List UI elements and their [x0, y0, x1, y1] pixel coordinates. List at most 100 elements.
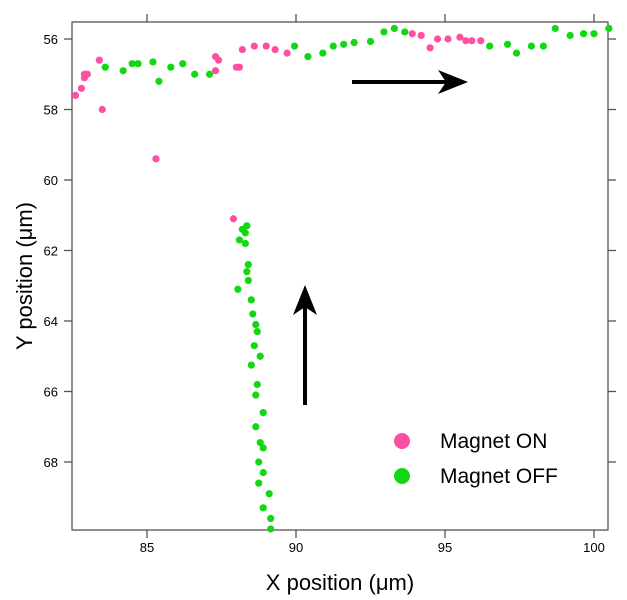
point-magnet-off	[247, 361, 255, 369]
point-magnet-off	[253, 327, 261, 336]
point-magnet-off	[340, 40, 348, 48]
point-magnet-off	[579, 30, 588, 38]
point-magnet-off	[244, 276, 252, 285]
x-axis-label: X position (μm)	[266, 570, 414, 595]
point-magnet-off	[191, 70, 199, 78]
point-magnet-off	[566, 31, 574, 40]
point-magnet-off	[252, 423, 260, 431]
point-magnet-off	[149, 58, 157, 66]
arrow-up-annotation	[293, 285, 317, 405]
legend-label-on: Magnet ON	[440, 430, 547, 453]
point-magnet-off	[527, 42, 536, 50]
point-magnet-on	[456, 33, 464, 41]
x-tick-label: 85	[140, 540, 154, 555]
y-tick-label: 56	[44, 32, 58, 47]
point-magnet-off	[253, 380, 261, 389]
point-magnet-on	[462, 37, 470, 45]
point-magnet-off	[350, 38, 358, 47]
legend-marker-off	[394, 468, 410, 484]
point-magnet-on	[238, 45, 246, 54]
point-magnet-on	[229, 215, 238, 223]
point-magnet-on	[71, 91, 80, 99]
x-tick-label: 90	[289, 540, 303, 555]
y-tick-label: 62	[44, 244, 58, 259]
point-magnet-off	[503, 40, 512, 48]
point-magnet-on	[426, 44, 434, 52]
point-magnet-off	[259, 504, 267, 512]
point-magnet-on	[444, 35, 452, 43]
point-magnet-off	[255, 458, 263, 466]
point-magnet-off	[252, 391, 260, 399]
point-magnet-on	[152, 155, 160, 163]
point-magnet-on	[468, 37, 476, 45]
point-magnet-off	[329, 42, 337, 50]
point-magnet-off	[255, 479, 263, 487]
point-magnet-on	[271, 45, 279, 54]
x-tick-label: 100	[583, 540, 605, 555]
point-magnet-off	[179, 60, 187, 68]
point-magnet-on	[83, 70, 91, 78]
point-magnet-off	[249, 310, 257, 318]
point-magnet-on	[408, 30, 416, 38]
point-magnet-off	[401, 28, 409, 36]
point-magnet-off	[256, 439, 264, 447]
point-magnet-off	[259, 468, 267, 477]
point-magnet-on	[262, 42, 270, 50]
point-magnet-on	[211, 67, 220, 75]
x-tick-label: 95	[438, 540, 452, 555]
point-magnet-off	[256, 352, 264, 360]
point-magnet-off	[241, 239, 249, 248]
point-magnet-off	[605, 24, 613, 33]
point-magnet-on	[235, 63, 243, 71]
point-magnet-on	[477, 37, 485, 45]
y-tick-label: 58	[44, 103, 58, 118]
point-magnet-on	[433, 35, 442, 43]
point-magnet-on	[95, 56, 103, 64]
point-magnet-off	[590, 30, 598, 38]
point-magnet-off	[290, 42, 299, 50]
arrow-right-annotation	[352, 70, 468, 94]
point-magnet-on	[283, 49, 291, 57]
point-magnet-off	[247, 296, 255, 304]
point-magnet-off	[244, 261, 252, 269]
point-magnet-off	[128, 60, 136, 68]
point-magnet-off	[235, 236, 243, 244]
point-magnet-off	[390, 24, 398, 33]
y-tick-label: 68	[44, 455, 58, 470]
point-magnet-on	[417, 31, 425, 40]
point-magnet-off	[366, 37, 375, 46]
point-magnet-off	[539, 42, 547, 50]
point-magnet-off	[250, 342, 258, 350]
plot-frame	[71, 21, 609, 531]
point-magnet-off	[155, 77, 163, 85]
point-magnet-off	[243, 268, 251, 276]
point-magnet-off	[241, 229, 249, 237]
y-tick-label: 66	[44, 385, 58, 400]
y-axis-label: Y position (μm)	[12, 202, 37, 350]
legend: Magnet ON Magnet OFF	[394, 430, 558, 488]
point-magnet-on	[250, 42, 258, 50]
legend-label-off: Magnet OFF	[440, 465, 558, 488]
point-magnet-off	[243, 222, 251, 230]
legend-marker-on	[394, 433, 410, 449]
point-magnet-off	[512, 49, 521, 57]
point-magnet-off	[259, 444, 267, 452]
point-magnet-off	[101, 63, 109, 71]
point-magnet-off	[486, 42, 494, 50]
point-magnet-off	[319, 49, 327, 57]
y-tick-label: 60	[44, 173, 58, 188]
point-magnet-off	[267, 525, 275, 533]
point-magnet-off	[205, 70, 214, 78]
point-magnet-off	[119, 67, 127, 75]
point-magnet-off	[167, 63, 175, 71]
point-magnet-off	[259, 409, 267, 417]
point-magnet-off	[304, 53, 312, 61]
point-magnet-off	[551, 24, 559, 33]
point-magnet-off	[267, 514, 275, 523]
point-magnet-off	[265, 490, 273, 498]
point-magnet-off	[252, 320, 260, 329]
point-magnet-off	[234, 285, 242, 293]
point-magnet-on	[77, 84, 86, 92]
